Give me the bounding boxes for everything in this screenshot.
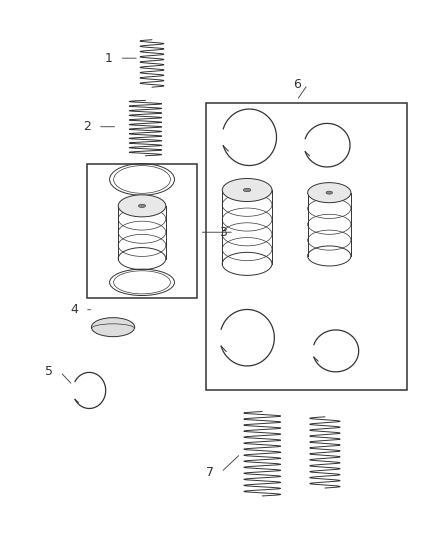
Text: 2: 2 xyxy=(83,120,91,133)
Text: 4: 4 xyxy=(70,303,78,316)
Ellipse shape xyxy=(244,188,251,192)
Text: 5: 5 xyxy=(46,366,53,378)
Text: 1: 1 xyxy=(105,52,113,64)
Bar xyxy=(118,206,166,259)
Ellipse shape xyxy=(307,183,351,203)
Ellipse shape xyxy=(222,179,272,201)
Bar xyxy=(87,164,198,298)
Text: 6: 6 xyxy=(293,78,301,91)
Bar xyxy=(307,192,351,256)
Ellipse shape xyxy=(138,204,145,207)
Text: 7: 7 xyxy=(206,466,214,479)
Bar xyxy=(206,103,407,391)
Ellipse shape xyxy=(118,195,166,217)
Ellipse shape xyxy=(92,318,134,337)
Bar xyxy=(222,190,272,264)
Text: 3: 3 xyxy=(219,225,227,239)
Ellipse shape xyxy=(326,191,332,194)
